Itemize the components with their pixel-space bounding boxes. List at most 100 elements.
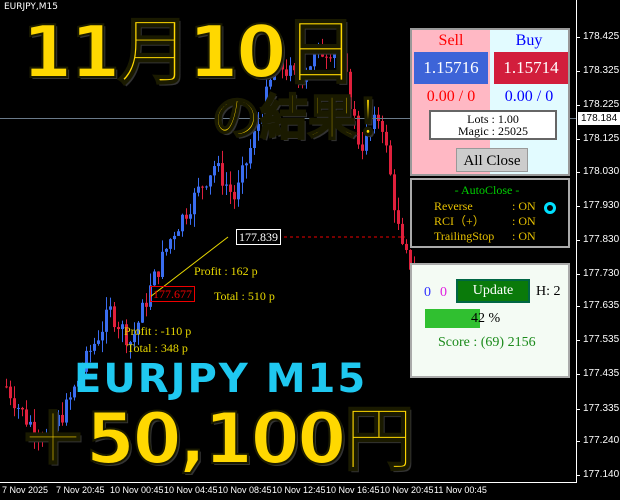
time-axis — [0, 482, 577, 483]
candle-body — [329, 57, 332, 59]
candle-body — [61, 414, 64, 423]
candle-body — [181, 214, 184, 232]
candle-body — [373, 114, 376, 130]
candle-body — [293, 65, 296, 71]
candle-body — [245, 163, 248, 166]
candle-body — [333, 50, 336, 59]
candle-body — [281, 54, 284, 70]
autoclose-value: : ON — [512, 229, 536, 243]
price-tick-label: 178.425 — [583, 31, 620, 42]
price-tick — [576, 306, 580, 308]
candle-body — [345, 53, 348, 72]
overlay-date: 11月10日 — [21, 10, 357, 94]
price-tick-label: 178.225 — [583, 99, 620, 111]
candle-body — [45, 432, 48, 440]
candle-body — [205, 186, 208, 188]
candle-body — [185, 214, 188, 219]
candle-body — [349, 71, 352, 110]
score: Score : (69) 2156 — [438, 335, 536, 350]
candle-body — [253, 130, 256, 148]
profit-label: Profit : -110 p — [124, 324, 192, 338]
candle-body — [41, 437, 44, 440]
candle-body — [309, 66, 312, 74]
candle-body — [29, 421, 32, 425]
price-tick — [576, 239, 580, 241]
candle-body — [125, 324, 128, 346]
candle-body — [13, 398, 16, 409]
candle-body — [357, 115, 360, 145]
magic-value: Magic : 25025 — [458, 124, 528, 138]
candle-body — [249, 147, 252, 164]
price-tick — [576, 440, 580, 442]
candle-body — [305, 73, 308, 82]
candle-body — [225, 184, 228, 186]
status-panel: 0 0 Update H: 2 42 % Score : (69) 2156 — [410, 263, 570, 378]
symbol-label: EURJPY,M15 — [4, 2, 58, 12]
lots-value: Lots : 1.00 — [467, 112, 519, 126]
count-blue: 0 — [424, 285, 431, 300]
price-tick — [576, 374, 580, 376]
price-tick-label: 178.325 — [583, 65, 620, 77]
price-axis — [576, 0, 577, 482]
candle-body — [269, 79, 272, 87]
sell-button[interactable]: 1.15716 — [414, 52, 488, 84]
overlay-pair: EURJPY M15 — [74, 356, 368, 402]
autoclose-key: Reverse — [434, 199, 473, 213]
price-tick-label: 177.730 — [583, 267, 620, 279]
candle-body — [237, 182, 240, 200]
price-tick-label: 177.140 — [583, 469, 620, 481]
price-tick — [576, 408, 580, 410]
candle-body — [97, 340, 100, 344]
candle-body — [393, 174, 396, 211]
price-tick — [576, 340, 580, 342]
price-tick — [576, 171, 580, 173]
exit-price-label: 177.839 — [236, 229, 281, 245]
all-close-button[interactable]: All Close — [456, 148, 528, 172]
price-tick-label: 178.125 — [583, 133, 620, 145]
candle-body — [33, 421, 36, 436]
progress-label: 42 % — [471, 311, 501, 326]
candle-body — [189, 214, 192, 219]
candle-body — [229, 184, 232, 192]
candle-body — [197, 186, 200, 193]
candle-body — [297, 70, 300, 81]
update-button[interactable]: Update — [456, 279, 530, 303]
candle-body — [313, 52, 316, 67]
candle-body — [49, 423, 52, 433]
candle-body — [317, 44, 320, 53]
candle-body — [337, 45, 340, 51]
candle-body — [377, 114, 380, 121]
lots-box: Lots : 1.00 Magic : 25025 — [429, 110, 557, 140]
price-tick-label: 177.240 — [583, 434, 620, 446]
candle-body — [173, 235, 176, 240]
autoclose-value: : ON — [512, 199, 536, 213]
candle-body — [109, 306, 112, 310]
candle-body — [17, 407, 20, 409]
candle-body — [397, 210, 400, 224]
candle-body — [405, 243, 408, 250]
candle-body — [217, 163, 220, 167]
price-tick-label: 177.435 — [583, 368, 620, 380]
time-tick-label: 10 Nov 12:45 — [272, 485, 326, 495]
price-tick-label: 177.830 — [583, 233, 620, 245]
candle-body — [57, 414, 60, 427]
order-panel: Sell Buy 1.15716 1.15714 0.00 / 0 0.00 /… — [410, 28, 570, 176]
candle-body — [137, 322, 140, 335]
candle-body — [77, 380, 80, 387]
candle-body — [65, 399, 68, 423]
status-indicator-icon — [544, 202, 556, 214]
candle-body — [81, 371, 84, 381]
buy-button[interactable]: 1.15714 — [494, 52, 568, 84]
candle-body — [73, 386, 76, 398]
sell-position: 0.00 / 0 — [426, 88, 476, 105]
candle-body — [53, 423, 56, 427]
candle-body — [129, 342, 132, 346]
price-tick — [576, 139, 580, 141]
candle-body — [365, 131, 368, 151]
progress-bar — [425, 309, 481, 328]
time-tick-label: 10 Nov 04:45 — [164, 485, 218, 495]
price-tick-label: 177.930 — [583, 199, 620, 211]
candle-body — [361, 144, 364, 151]
candle-body — [209, 175, 212, 187]
profit-label: Profit : 162 p — [194, 264, 258, 278]
